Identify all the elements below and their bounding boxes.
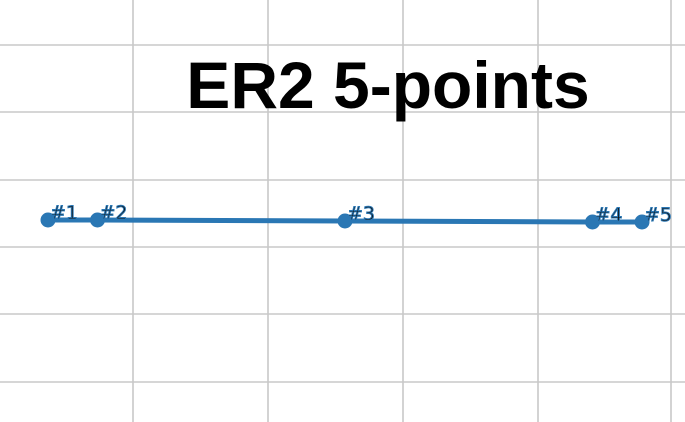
chart-title: ER2 5-points	[186, 48, 589, 122]
series-er2: #1 #2 #3 #4 #5	[40, 202, 673, 230]
data-point	[40, 212, 56, 228]
data-point	[90, 212, 105, 228]
data-point	[337, 213, 353, 229]
data-point	[585, 214, 600, 230]
point-label: #4	[595, 204, 623, 226]
point-label: #5	[644, 204, 672, 226]
point-label: #2	[100, 202, 128, 224]
point-label: #1	[50, 202, 78, 224]
point-label: #3	[347, 203, 375, 225]
data-point	[634, 214, 650, 230]
